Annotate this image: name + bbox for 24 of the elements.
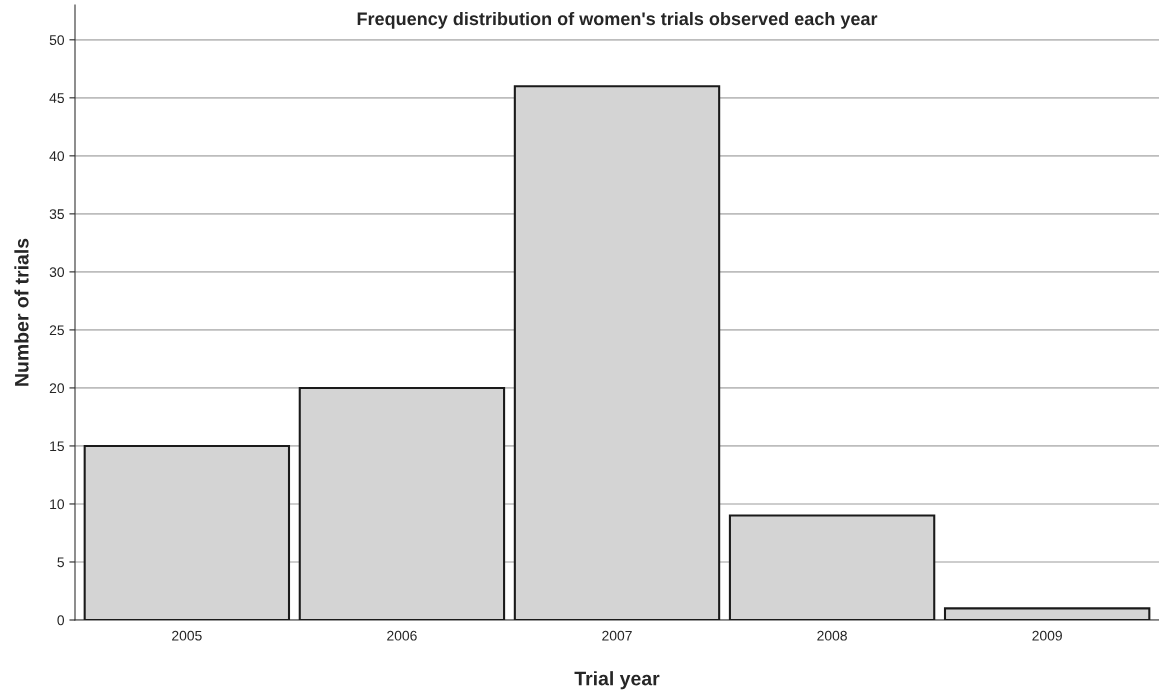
y-tick-label: 30 [49,267,65,278]
x-tick-label: 2005 [172,630,202,641]
x-tick-label: 2009 [1032,630,1062,641]
y-axis-title: Number of trials [14,238,29,386]
x-tick-label: 2006 [387,630,417,641]
x-tick-label: 2008 [817,630,847,641]
y-tick-label: 5 [57,557,64,568]
y-tick-label: 25 [49,325,64,336]
y-tick-label: 15 [50,441,64,452]
y-tick-label: 10 [50,499,65,510]
bar [83,444,291,620]
y-tick-label: 45 [49,93,64,103]
bar [943,607,1151,620]
x-tick-label: 2007 [602,630,632,641]
y-tick-label: 0 [57,615,65,626]
y-tick-label: 35 [49,209,64,220]
x-axis-title: Trial year [574,671,660,690]
bar [728,514,936,620]
y-tick-label: 20 [49,383,65,394]
y-tick-label: 40 [49,151,65,162]
chart-title: Frequency distribution of women's trials observed each year [357,11,878,29]
y-tick-label: 50 [49,35,65,45]
bar [513,85,721,620]
bar [298,386,506,620]
